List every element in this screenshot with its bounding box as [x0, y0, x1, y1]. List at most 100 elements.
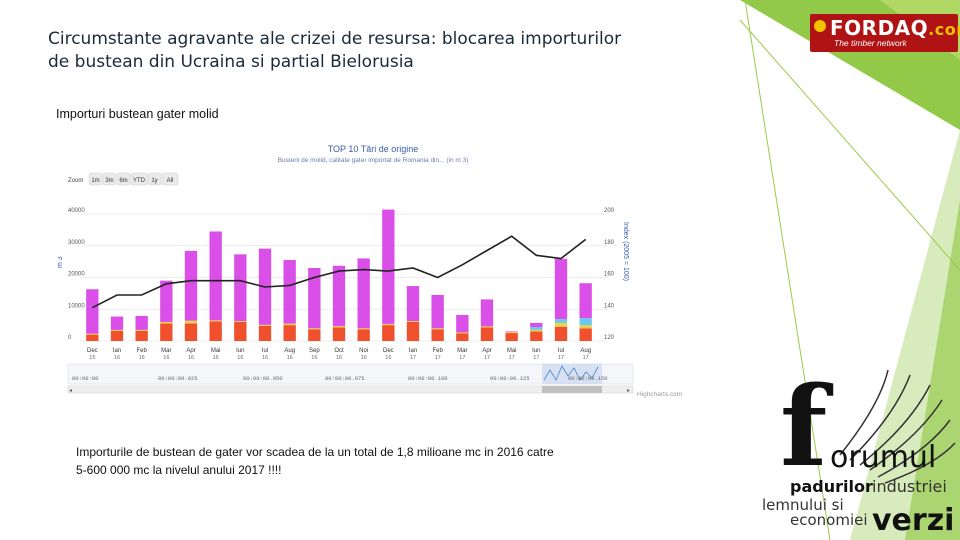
bar-segment[interactable] — [160, 321, 173, 324]
bar-segment[interactable] — [234, 321, 247, 341]
x-tick-year: 17 — [509, 355, 515, 361]
zoom-button-label[interactable]: 1m — [91, 178, 99, 184]
bar-segment[interactable] — [234, 254, 247, 321]
zoom-button-label[interactable]: All — [167, 178, 174, 184]
x-tick-month: Mai — [211, 348, 221, 354]
bar-segment[interactable] — [505, 333, 518, 341]
bar-segment[interactable] — [382, 209, 395, 324]
zoom-button-all[interactable] — [161, 172, 179, 186]
bar-segment[interactable] — [431, 329, 444, 341]
bar-segment[interactable] — [579, 318, 592, 326]
scroll-left-arrow-icon[interactable]: ◂ — [69, 388, 72, 394]
zoom-button-1y[interactable] — [147, 172, 162, 186]
zoom-button-label[interactable]: 1y — [151, 178, 157, 184]
bar-segment[interactable] — [184, 320, 198, 324]
zoom-button-6m[interactable] — [116, 172, 131, 186]
bar-segment[interactable] — [554, 258, 568, 320]
bar-segment[interactable] — [209, 320, 222, 322]
bar-segment[interactable] — [456, 332, 469, 334]
bar-segment[interactable] — [579, 283, 592, 319]
bar-segment[interactable] — [554, 322, 568, 327]
bar-segment[interactable] — [530, 327, 543, 330]
bar-segment[interactable] — [110, 329, 124, 331]
bar-segment[interactable] — [135, 315, 148, 330]
bar-segment[interactable] — [184, 250, 198, 321]
scroll-right-arrow-icon[interactable]: ▸ — [627, 388, 630, 394]
x-tick-month: Iun — [532, 348, 540, 354]
bar-segment[interactable] — [554, 319, 568, 323]
index-line-series[interactable] — [91, 235, 587, 309]
bar-segment[interactable] — [135, 329, 148, 331]
bar-segment[interactable] — [431, 328, 444, 330]
x-tick-year: 17 — [558, 355, 564, 361]
bar-segment[interactable] — [456, 314, 469, 333]
zoom-button-3m[interactable] — [102, 172, 117, 186]
y-tick-left: 40000 — [68, 208, 85, 214]
bar-segment[interactable] — [283, 325, 296, 341]
bar-segment[interactable] — [530, 331, 543, 341]
bar-segment[interactable] — [86, 289, 99, 334]
bar-segment[interactable] — [579, 325, 592, 329]
bar-segment[interactable] — [505, 332, 518, 334]
bar-segment[interactable] — [160, 323, 173, 341]
bar-segment[interactable] — [554, 326, 568, 341]
y-tick-left: 0 — [68, 335, 72, 341]
bar-segment[interactable] — [530, 322, 543, 328]
bar-segment[interactable] — [258, 325, 272, 341]
bar-segment[interactable] — [258, 324, 272, 326]
x-tick-month: Aug — [284, 348, 295, 354]
bar-segment[interactable] — [234, 320, 247, 322]
bar-segment[interactable] — [382, 325, 395, 341]
bar-segment[interactable] — [480, 327, 494, 341]
zoom-button-ytd[interactable] — [130, 172, 148, 186]
bar-segment[interactable] — [308, 329, 321, 341]
bar-segment[interactable] — [308, 267, 321, 329]
forum-line3: lemnului si — [762, 496, 844, 514]
bar-segment[interactable] — [283, 323, 296, 326]
zoom-button-1m[interactable] — [88, 172, 103, 186]
navigator-area[interactable] — [67, 363, 634, 385]
bar-segment[interactable] — [184, 323, 198, 341]
bar-segment[interactable] — [86, 333, 99, 335]
bar-segment[interactable] — [357, 329, 370, 341]
bar-segment[interactable] — [135, 330, 148, 341]
navigator-scrollbar-thumb[interactable] — [542, 386, 602, 393]
bar-segment[interactable] — [357, 328, 370, 330]
forum-line2a: padurilor — [790, 477, 873, 496]
highcharts-credit[interactable]: Highcharts.com — [637, 391, 683, 398]
bar-segment[interactable] — [209, 321, 222, 341]
navigator-label: 00:00:00 — [72, 375, 98, 382]
bar-segment[interactable] — [332, 327, 346, 341]
zoom-button-label[interactable]: 6m — [119, 178, 127, 184]
bar-segment[interactable] — [406, 320, 420, 322]
bar-segment[interactable] — [431, 294, 444, 329]
bar-segment[interactable] — [480, 299, 494, 327]
bar-segment[interactable] — [406, 286, 420, 321]
bar-segment[interactable] — [382, 323, 395, 326]
bar-segment[interactable] — [530, 329, 543, 332]
navigator-selection[interactable] — [542, 364, 602, 384]
bar-segment[interactable] — [480, 326, 494, 328]
bar-segment[interactable] — [86, 334, 99, 341]
zoom-button-label[interactable]: 3m — [105, 178, 113, 184]
bar-segment[interactable] — [308, 328, 321, 330]
x-tick-month: Apr — [482, 348, 491, 354]
bar-segment[interactable] — [283, 260, 296, 324]
x-tick-year: 16 — [237, 355, 243, 361]
bar-segment[interactable] — [357, 258, 370, 329]
fordaq-spark-icon — [814, 20, 826, 32]
bar-segment[interactable] — [456, 333, 469, 341]
bar-segment[interactable] — [110, 330, 124, 341]
bar-segment[interactable] — [332, 326, 346, 328]
zoom-button-label[interactable]: YTD — [133, 178, 146, 184]
bar-segment[interactable] — [110, 316, 124, 330]
bar-segment[interactable] — [505, 331, 518, 333]
x-tick-month: Mai — [507, 348, 517, 354]
bar-segment[interactable] — [579, 328, 592, 341]
navigator-scrollbar[interactable] — [67, 385, 634, 394]
forum-letter: f — [780, 365, 834, 491]
bar-segment[interactable] — [209, 231, 222, 321]
bar-segment[interactable] — [406, 321, 420, 341]
bar-segment[interactable] — [332, 265, 346, 327]
bar-segment[interactable] — [160, 280, 173, 322]
